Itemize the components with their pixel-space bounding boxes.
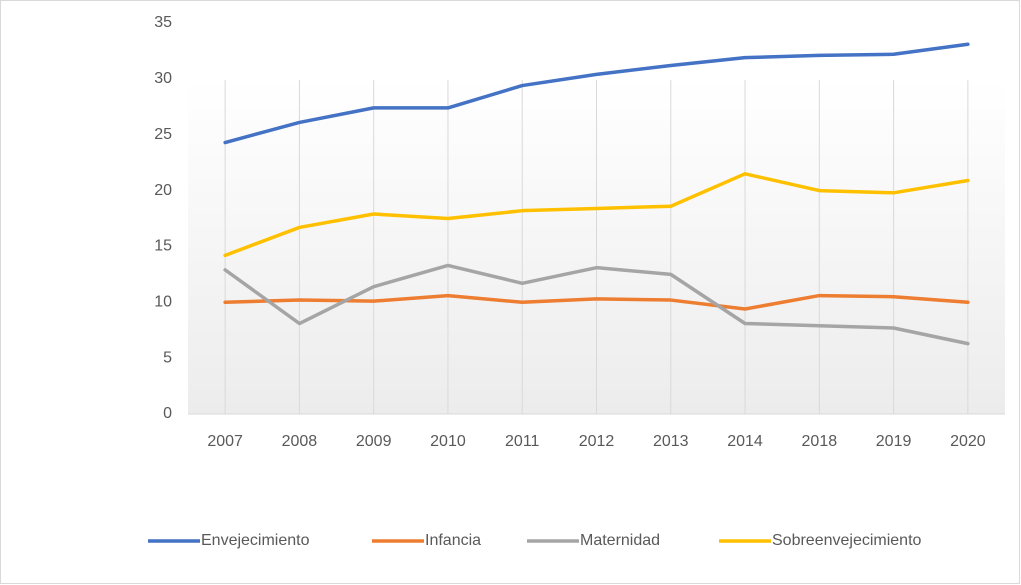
y-tick-label: 15 [154, 238, 172, 255]
legend-label: Sobreenvejecimiento [772, 532, 922, 549]
y-tick-label: 10 [154, 294, 172, 311]
y-tick-label: 5 [163, 349, 172, 366]
x-tick-label: 2014 [727, 433, 763, 450]
series-line [223, 42, 970, 145]
x-tick-label: 2010 [430, 433, 466, 450]
y-tick-label: 25 [154, 126, 172, 143]
x-tick-label: 2012 [579, 433, 615, 450]
series-line [223, 263, 970, 346]
x-tick-label: 2020 [950, 433, 986, 450]
legend-label: Envejecimiento [201, 532, 310, 549]
x-tick-label: 2009 [356, 433, 392, 450]
x-tick-label: 2013 [653, 433, 689, 450]
x-tick-label: 2019 [876, 433, 912, 450]
y-tick-label: 30 [154, 70, 172, 87]
x-tick-label: 2018 [802, 433, 838, 450]
x-tick-label: 2007 [207, 433, 243, 450]
legend-label: Infancia [425, 532, 481, 549]
x-tick-label: 2008 [282, 433, 318, 450]
y-tick-label: 35 [154, 14, 172, 31]
series-line [223, 172, 970, 258]
y-tick-label: 20 [154, 182, 172, 199]
legend-label: Maternidad [580, 532, 660, 549]
y-tick-label: 0 [163, 405, 172, 422]
x-tick-label: 2011 [505, 433, 540, 450]
